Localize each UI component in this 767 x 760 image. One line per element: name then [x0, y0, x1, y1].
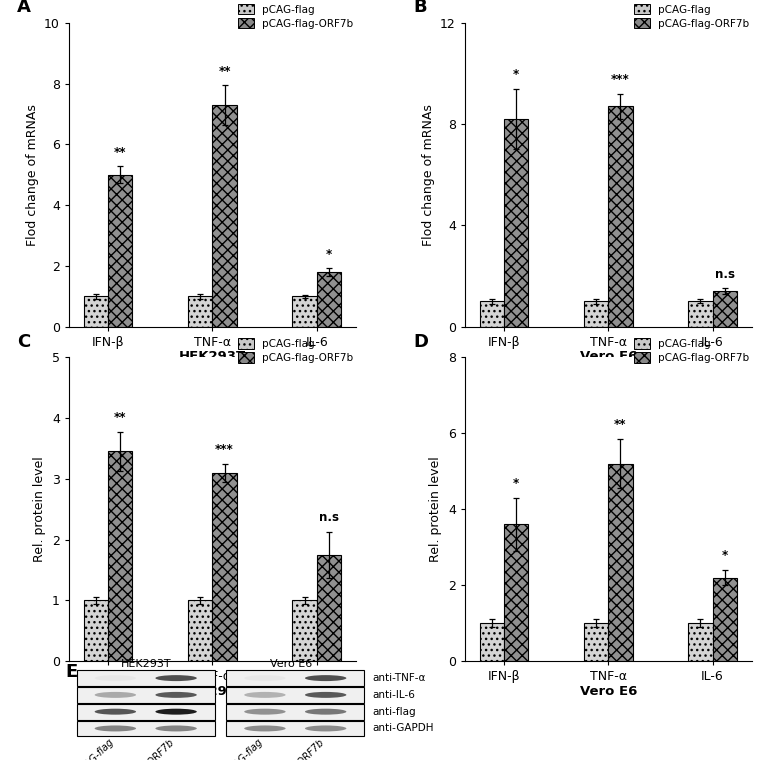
Text: *: * [722, 549, 728, 562]
Bar [108, 175, 133, 327]
X-axis label: HEK293T: HEK293T [179, 685, 246, 698]
Bar [317, 272, 341, 327]
Legend: pCAG-flag, pCAG-flag-ORF7b: pCAG-flag, pCAG-flag-ORF7b [239, 4, 354, 29]
Bar [504, 524, 528, 661]
Bar [688, 623, 713, 661]
Text: **: ** [219, 65, 231, 78]
Ellipse shape [244, 675, 285, 681]
Y-axis label: Rel. protein level: Rel. protein level [34, 456, 47, 562]
Bar [584, 623, 608, 661]
Text: anti-GAPDH: anti-GAPDH [372, 724, 433, 733]
Ellipse shape [305, 675, 347, 681]
Text: n.s: n.s [319, 511, 339, 524]
X-axis label: HEK293T: HEK293T [179, 350, 246, 363]
Y-axis label: Flod change of mRNAs: Flod change of mRNAs [422, 104, 435, 245]
Ellipse shape [156, 675, 197, 681]
Bar [188, 600, 212, 661]
Ellipse shape [244, 726, 285, 731]
Text: pCAG-flag: pCAG-flag [74, 738, 115, 760]
Text: A: A [18, 0, 31, 17]
Bar [108, 451, 133, 661]
Text: ***: *** [611, 73, 630, 86]
Ellipse shape [244, 692, 285, 698]
Bar [77, 704, 215, 720]
Text: **: ** [114, 411, 127, 424]
Bar [608, 464, 633, 661]
Bar [84, 296, 108, 327]
Ellipse shape [94, 692, 136, 698]
Bar [212, 105, 237, 327]
Bar [713, 578, 737, 661]
Bar [479, 302, 504, 327]
Ellipse shape [156, 692, 197, 698]
Bar [188, 296, 212, 327]
Bar [77, 720, 215, 736]
Ellipse shape [244, 708, 285, 714]
Text: **: ** [114, 146, 127, 159]
X-axis label: Vero E6: Vero E6 [580, 685, 637, 698]
Ellipse shape [305, 692, 347, 698]
Text: *: * [513, 477, 519, 490]
Text: ***: *** [216, 443, 234, 456]
Legend: pCAG-flag, pCAG-flag-ORF7b: pCAG-flag, pCAG-flag-ORF7b [634, 4, 749, 29]
Bar [226, 687, 364, 703]
Ellipse shape [94, 726, 136, 731]
Text: E: E [65, 663, 77, 681]
Bar [688, 302, 713, 327]
Text: n.s: n.s [715, 268, 735, 280]
Ellipse shape [305, 726, 347, 731]
Text: pCAG-flag: pCAG-flag [223, 738, 265, 760]
Text: pCAG-flag-ORF7b: pCAG-flag-ORF7b [109, 738, 176, 760]
Bar [504, 119, 528, 327]
Text: B: B [413, 0, 427, 17]
Text: anti-IL-6: anti-IL-6 [372, 690, 415, 700]
Bar [77, 687, 215, 703]
Bar [608, 106, 633, 327]
Text: anti-flag: anti-flag [372, 707, 416, 717]
Bar [713, 291, 737, 327]
Bar [584, 302, 608, 327]
Text: D: D [413, 333, 428, 351]
Ellipse shape [94, 708, 136, 714]
Legend: pCAG-flag, pCAG-flag-ORF7b: pCAG-flag, pCAG-flag-ORF7b [239, 338, 354, 363]
Text: *: * [513, 68, 519, 81]
Bar [84, 600, 108, 661]
Text: C: C [18, 333, 31, 351]
Text: **: ** [614, 418, 627, 431]
Ellipse shape [156, 708, 197, 714]
Bar [226, 670, 364, 686]
Y-axis label: Flod change of mRNAs: Flod change of mRNAs [25, 104, 38, 245]
Text: *: * [326, 248, 332, 261]
X-axis label: Vero E6: Vero E6 [580, 350, 637, 363]
Text: pCAG-flag-ORF7b: pCAG-flag-ORF7b [258, 738, 326, 760]
Bar [292, 296, 317, 327]
Text: HEK293T: HEK293T [120, 659, 171, 669]
Text: anti-TNF-α: anti-TNF-α [372, 673, 426, 683]
Bar [77, 670, 215, 686]
Text: Vero E6: Vero E6 [270, 659, 313, 669]
Y-axis label: Rel. protein level: Rel. protein level [430, 456, 443, 562]
Bar [317, 555, 341, 661]
Bar [479, 623, 504, 661]
Ellipse shape [94, 675, 136, 681]
Ellipse shape [156, 726, 197, 731]
Bar [226, 720, 364, 736]
Bar [212, 473, 237, 661]
Bar [226, 704, 364, 720]
Ellipse shape [305, 708, 347, 714]
Bar [292, 600, 317, 661]
Legend: pCAG-flag, pCAG-flag-ORF7b: pCAG-flag, pCAG-flag-ORF7b [634, 338, 749, 363]
